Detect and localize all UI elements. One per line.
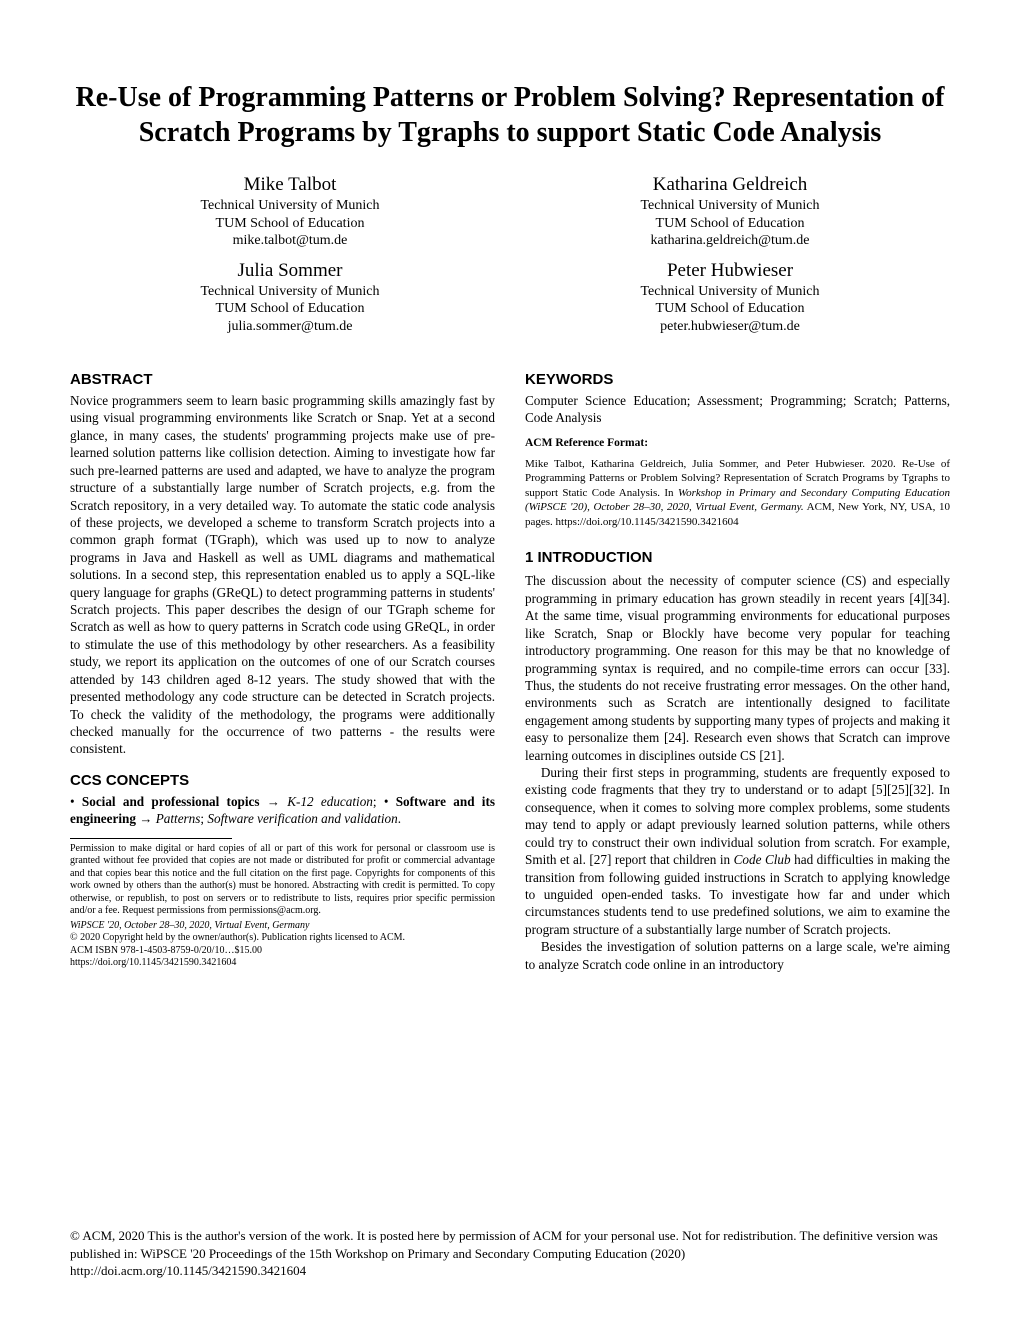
author-name: Julia Sommer (70, 260, 510, 282)
author-email: peter.hubwieser@tum.de (510, 318, 950, 336)
reference-format-body: Mike Talbot, Katharina Geldreich, Julia … (525, 457, 950, 530)
author-4: Peter Hubwieser Technical University of … (510, 260, 950, 336)
intro-p3: Besides the investigation of solution pa… (525, 938, 950, 973)
paper-title: Re-Use of Programming Patterns or Proble… (70, 80, 950, 150)
ccs-body: • Social and professional topics → K-12 … (70, 793, 495, 828)
author-name: Mike Talbot (70, 174, 510, 196)
keywords-body: Computer Science Education; Assessment; … (525, 392, 950, 427)
ccs-sub: Software verification and validation (207, 811, 397, 826)
author-affil: Technical University of Munich (70, 197, 510, 215)
copyright-line: © 2020 Copyright held by the owner/autho… (70, 932, 495, 945)
divider (70, 838, 232, 839)
two-column-body: ABSTRACT Novice programmers seem to lear… (70, 363, 950, 973)
author-email: mike.talbot@tum.de (70, 232, 510, 250)
abstract-text: Novice programmers seem to learn basic p… (70, 392, 495, 758)
abstract-heading: ABSTRACT (70, 371, 495, 388)
ccs-arrow: → (136, 811, 156, 826)
abstract-body: Novice programmers seem to learn basic p… (70, 392, 495, 758)
page-footer: © ACM, 2020 This is the author's version… (70, 1227, 950, 1280)
intro-p2-italic: Code Club (734, 852, 791, 867)
page: Re-Use of Programming Patterns or Proble… (0, 0, 1020, 1320)
author-affil: Technical University of Munich (510, 197, 950, 215)
author-affil: Technical University of Munich (510, 283, 950, 301)
venue-line: WiPSCE '20, October 28–30, 2020, Virtual… (70, 920, 495, 933)
intro-p2: During their first steps in programming,… (525, 764, 950, 938)
author-affil: Technical University of Munich (70, 283, 510, 301)
ccs-heading: CCS CONCEPTS (70, 772, 495, 789)
footer-line1: © ACM, 2020 This is the author's version… (70, 1227, 950, 1262)
ccs-arrow: → (260, 794, 288, 809)
author-1: Mike Talbot Technical University of Muni… (70, 174, 510, 250)
author-name: Peter Hubwieser (510, 260, 950, 282)
doi-line: https://doi.org/10.1145/3421590.3421604 (70, 957, 495, 970)
author-email: julia.sommer@tum.de (70, 318, 510, 336)
author-affil: TUM School of Education (70, 300, 510, 318)
author-email: katharina.geldreich@tum.de (510, 232, 950, 250)
author-3: Julia Sommer Technical University of Mun… (70, 260, 510, 336)
ccs-semi: ; • (373, 794, 396, 809)
right-column: KEYWORDS Computer Science Education; Ass… (525, 363, 950, 973)
intro-p1: The discussion about the necessity of co… (525, 572, 950, 764)
author-affil: TUM School of Education (510, 215, 950, 233)
intro-body: The discussion about the necessity of co… (525, 572, 950, 973)
author-name: Katharina Geldreich (510, 174, 950, 196)
left-column: ABSTRACT Novice programmers seem to lear… (70, 363, 495, 973)
isbn-line: ACM ISBN 978-1-4503-8759-0/20/10…$15.00 (70, 945, 495, 958)
author-2: Katharina Geldreich Technical University… (510, 174, 950, 250)
ccs-sub: Patterns (156, 811, 201, 826)
permission-text: Permission to make digital or hard copie… (70, 843, 495, 918)
footer-line2: http://doi.acm.org/10.1145/3421590.34216… (70, 1262, 950, 1280)
author-affil: TUM School of Education (510, 300, 950, 318)
ccs-bullet: • (70, 794, 82, 809)
intro-heading: 1 INTRODUCTION (525, 549, 950, 566)
ccs-topic: Social and professional topics (82, 794, 260, 809)
reference-format-heading: ACM Reference Format: (525, 437, 950, 449)
ccs-sub: K-12 education (287, 794, 373, 809)
authors-block: Mike Talbot Technical University of Muni… (70, 174, 950, 345)
author-affil: TUM School of Education (70, 215, 510, 233)
keywords-heading: KEYWORDS (525, 371, 950, 388)
